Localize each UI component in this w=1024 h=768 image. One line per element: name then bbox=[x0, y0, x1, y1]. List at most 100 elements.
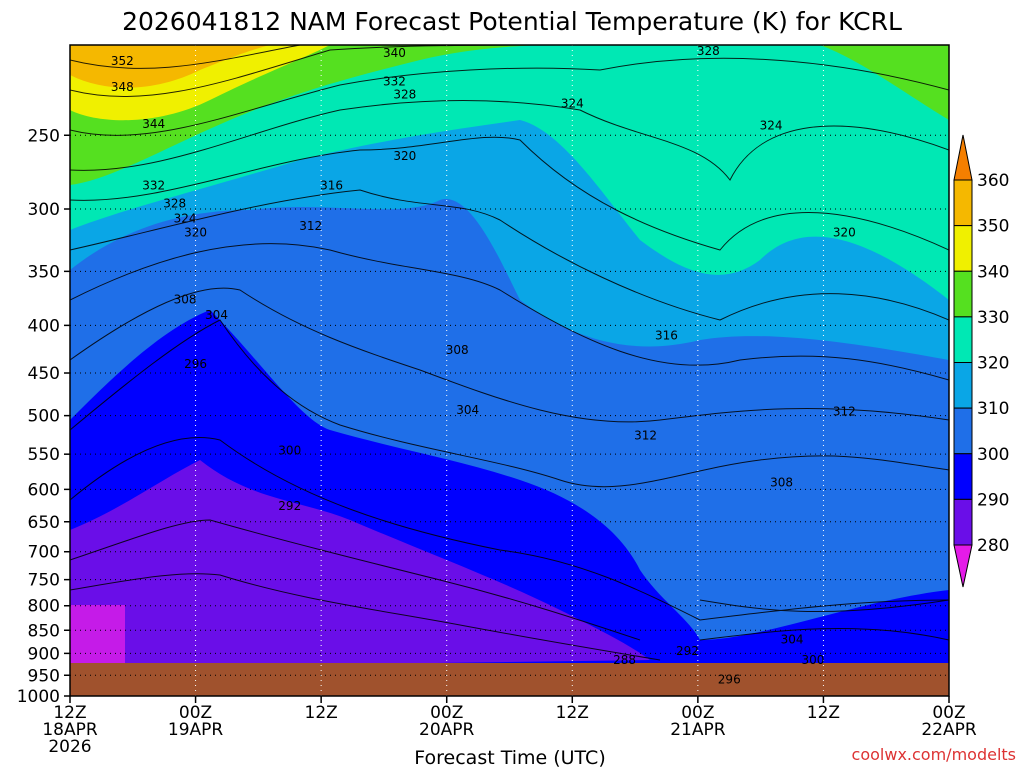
x-tick-label: 12Z bbox=[556, 703, 589, 723]
colorbar-segment bbox=[953, 316, 973, 363]
contour-label-text: 324 bbox=[174, 211, 197, 225]
contour-label: 312 bbox=[299, 219, 322, 233]
contour-label: 316 bbox=[320, 178, 343, 192]
contour-label: 296 bbox=[184, 357, 207, 371]
contour-label: 324 bbox=[174, 211, 197, 225]
contour-label: 320 bbox=[184, 226, 207, 240]
contour-label: 328 bbox=[163, 197, 186, 211]
contour-label: 312 bbox=[634, 428, 657, 442]
credit-text: coolwx.com/modelts bbox=[852, 745, 1016, 764]
y-tick-label: 900 bbox=[28, 644, 60, 664]
contour-label: 324 bbox=[760, 118, 783, 132]
colorbar-label: 280 bbox=[977, 536, 1009, 556]
colorbar-segment bbox=[953, 407, 973, 455]
colorbar-label: 310 bbox=[977, 399, 1009, 419]
contour-label-text: 324 bbox=[561, 96, 584, 110]
contour-label-text: 304 bbox=[205, 308, 228, 322]
band-below-280 bbox=[70, 605, 125, 668]
x-tick-label: 18APR bbox=[42, 720, 98, 740]
contour-label: 304 bbox=[205, 308, 228, 322]
y-axis: 250 300 350 400 450 500 550 600 650 700 750 800 850 9… bbox=[17, 126, 70, 707]
band-280-290 bbox=[70, 460, 650, 668]
contour-label-text: 312 bbox=[299, 219, 322, 233]
colorbar-arrow-top bbox=[953, 134, 973, 181]
y-tick-label: 250 bbox=[28, 126, 60, 146]
contour-label-text: 292 bbox=[676, 644, 699, 658]
contour-label: 320 bbox=[833, 226, 856, 240]
y-tick-label: 1000 bbox=[17, 687, 60, 707]
colorbar-segment bbox=[953, 362, 973, 409]
contour-label: 344 bbox=[142, 117, 165, 131]
contour-label-text: 332 bbox=[383, 75, 406, 89]
x-tick-label: 12Z bbox=[53, 703, 86, 723]
contour-label-text: 300 bbox=[802, 653, 825, 667]
contour-label-text: 292 bbox=[278, 499, 301, 513]
contour-label: 316 bbox=[655, 328, 678, 342]
contour-label: 304 bbox=[456, 403, 479, 417]
contour-label-text: 300 bbox=[278, 443, 301, 457]
contour-label-text: 328 bbox=[393, 87, 416, 101]
contour-label: 352 bbox=[111, 54, 134, 68]
contour-label: 304 bbox=[781, 633, 804, 647]
colorbar-segment bbox=[953, 498, 973, 546]
colorbar-label: 360 bbox=[977, 171, 1009, 191]
grid bbox=[70, 45, 949, 696]
y-tick-label: 800 bbox=[28, 597, 60, 617]
x-tick-label: 00Z bbox=[430, 703, 463, 723]
contour-label-text: 312 bbox=[833, 405, 856, 419]
y-tick-label: 350 bbox=[28, 262, 60, 282]
contour-label-text: 324 bbox=[760, 118, 783, 132]
y-tick-label: 400 bbox=[28, 316, 60, 336]
contour-lines bbox=[70, 45, 949, 661]
contour-label-text: 308 bbox=[770, 476, 793, 490]
contour-label-text: 312 bbox=[634, 428, 657, 442]
contour-label-text: 308 bbox=[446, 343, 469, 357]
contour-label-text: 328 bbox=[697, 44, 720, 58]
x-tick-label: 21APR bbox=[670, 720, 726, 740]
colorbar-label: 320 bbox=[977, 354, 1009, 374]
band-350-360 bbox=[70, 45, 270, 88]
colorbar-segment bbox=[953, 270, 973, 318]
contour-label: 340 bbox=[383, 46, 406, 60]
contour-label: 308 bbox=[770, 476, 793, 490]
contour-label-text: 304 bbox=[781, 633, 804, 647]
contour-label: 324 bbox=[561, 96, 584, 110]
contour-label: 300 bbox=[278, 443, 301, 457]
y-tick-label: 850 bbox=[28, 621, 60, 641]
contour-label: 288 bbox=[613, 653, 636, 667]
contour-label-text: 332 bbox=[142, 178, 165, 192]
colorbar-arrow-bottom bbox=[953, 544, 973, 588]
contour-label: 332 bbox=[383, 75, 406, 89]
contour-label-text: 304 bbox=[456, 403, 479, 417]
band-330-340-right bbox=[820, 45, 949, 120]
contour-label: 332 bbox=[142, 178, 165, 192]
contour-label: 328 bbox=[697, 44, 720, 58]
contour-label: 308 bbox=[446, 343, 469, 357]
contour-label: 312 bbox=[833, 405, 856, 419]
contour-label-text: 320 bbox=[833, 226, 856, 240]
y-tick-label: 300 bbox=[28, 200, 60, 220]
colorbar-segment bbox=[953, 453, 973, 500]
contour-label: 348 bbox=[111, 80, 134, 94]
contour-label-text: 328 bbox=[163, 197, 186, 211]
x-tick-label: 00Z bbox=[681, 703, 714, 723]
contour-label: 320 bbox=[393, 149, 416, 163]
y-tick-label: 550 bbox=[28, 445, 60, 465]
colorbar: 280 290 300 310 320 330 340 350 360 bbox=[953, 134, 1009, 588]
contour-label: 300 bbox=[802, 653, 825, 667]
ground-surface bbox=[70, 663, 949, 696]
x-tick-label: 22APR bbox=[921, 720, 977, 740]
y-tick-label: 950 bbox=[28, 666, 60, 686]
colorbar-segment bbox=[953, 179, 973, 227]
y-tick-label: 600 bbox=[28, 480, 60, 500]
plot-area bbox=[70, 45, 949, 696]
contour-label-text: 320 bbox=[184, 226, 207, 240]
colorbar-label: 330 bbox=[977, 308, 1009, 328]
contour-label-text: 296 bbox=[184, 357, 207, 371]
x-tick-label: 12Z bbox=[305, 703, 338, 723]
contour-label-text: 316 bbox=[320, 178, 343, 192]
contour-label: 292 bbox=[676, 644, 699, 658]
